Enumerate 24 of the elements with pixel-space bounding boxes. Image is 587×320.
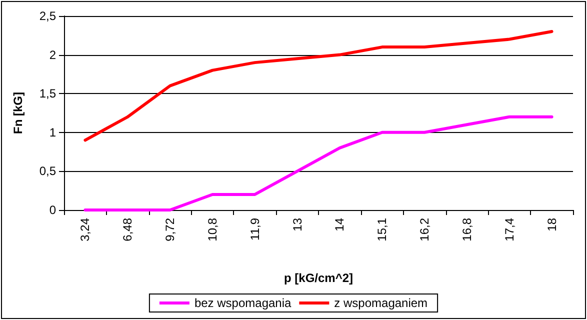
- x-tick-label: 16,2: [418, 218, 432, 242]
- x-tick-label: 17,4: [502, 218, 516, 242]
- x-tick-label: 18: [544, 218, 559, 232]
- legend-label: bez wspomagania: [194, 296, 292, 310]
- x-tick-label: 16,8: [460, 218, 474, 242]
- line-series: [84, 30, 554, 142]
- x-tick-label: 10,8: [205, 218, 220, 242]
- y-tick-label: 0: [49, 203, 56, 217]
- x-tick-label: 6,48: [120, 218, 135, 242]
- x-tick-label: 14: [332, 218, 347, 232]
- x-tick-label: 11,9: [248, 218, 262, 240]
- y-tick-label: 2,5: [39, 9, 56, 23]
- x-tick-label: 13: [290, 218, 304, 232]
- y-tick-label: 0,5: [39, 164, 56, 178]
- y-tick-label: 2: [49, 48, 56, 62]
- x-axis-title: p [kG/cm^2]: [284, 271, 354, 285]
- x-tick-label: 9,72: [163, 218, 178, 242]
- line-series: [84, 115, 554, 212]
- x-tick-label: 3,24: [78, 218, 92, 242]
- y-tick-label: 1,5: [39, 86, 56, 101]
- y-tick-label: 1: [49, 125, 56, 140]
- legend-label: z wspomaganiem: [334, 296, 428, 310]
- y-axis-title: Fn [kG]: [11, 92, 25, 134]
- x-tick-label: 15,1: [375, 218, 390, 242]
